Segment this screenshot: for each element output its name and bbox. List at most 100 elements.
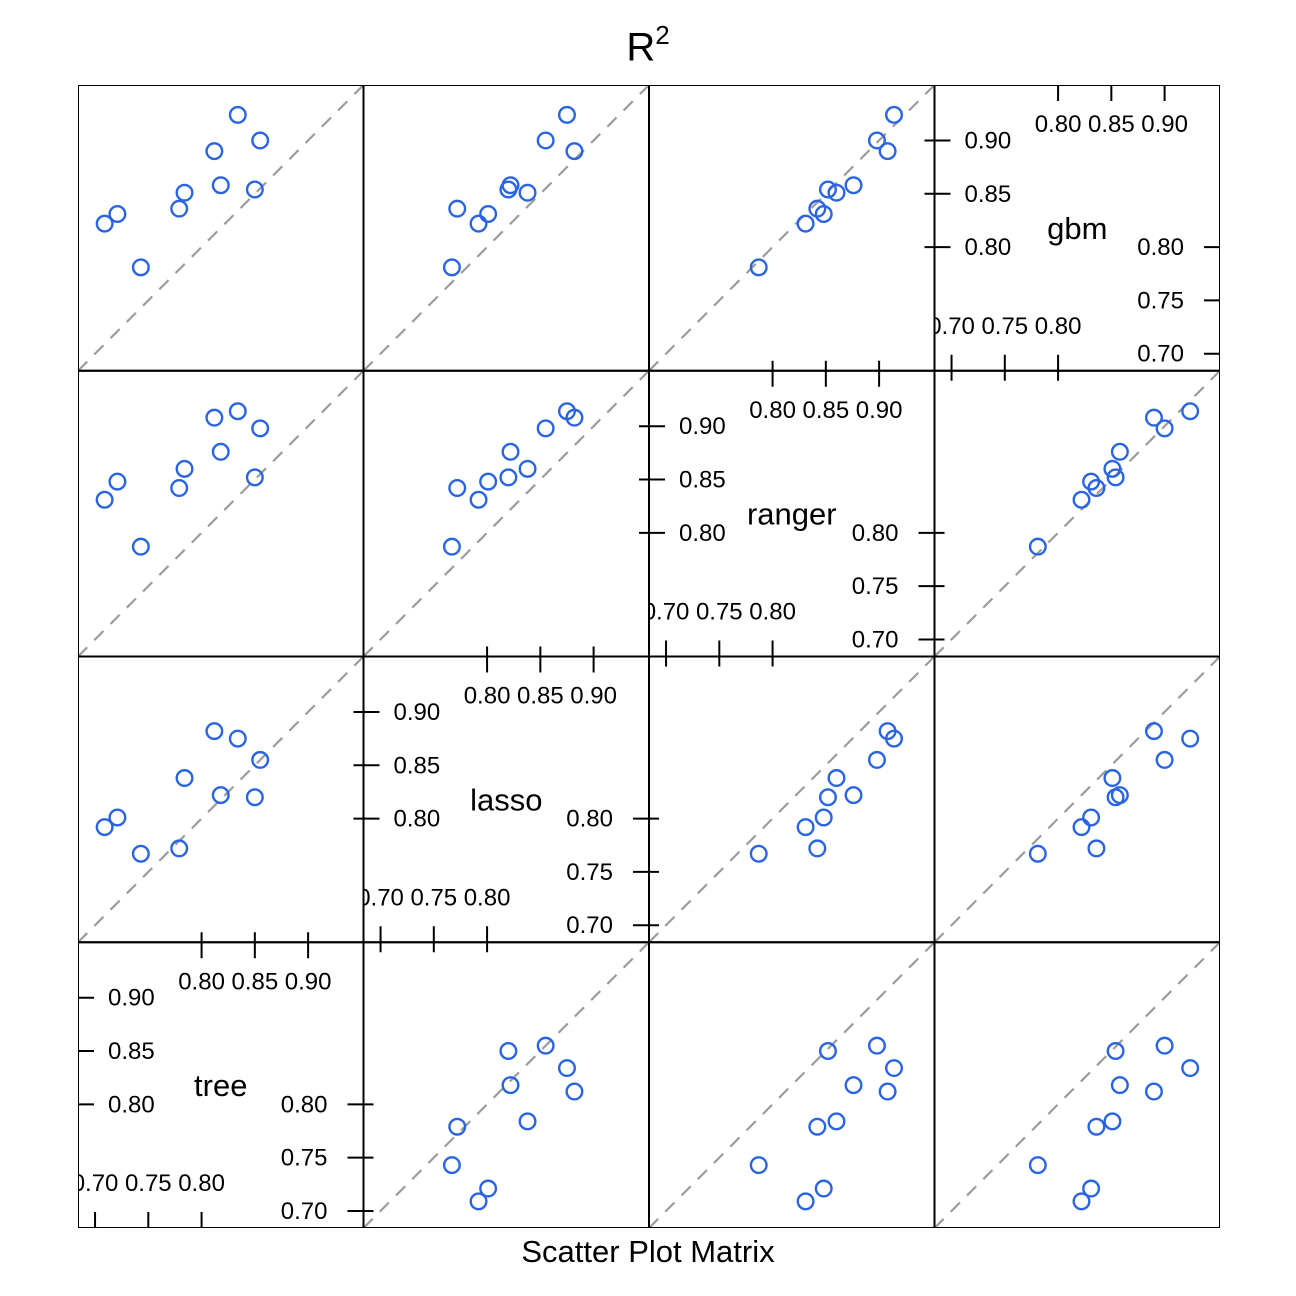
data-point — [228, 402, 247, 421]
axis-tick-label: 0.85 — [802, 397, 849, 424]
data-point — [885, 729, 904, 748]
data-point — [867, 750, 886, 769]
diagonal-axis-labels: 0.80 0.85 0.900.70 0.75 0.800.900.850.80 0.80… — [78, 968, 331, 1225]
data-point — [499, 468, 518, 487]
panel-border — [648, 655, 936, 944]
data-point — [211, 176, 230, 195]
variable-name-label: ranger — [747, 497, 837, 532]
title-base: R — [626, 25, 656, 70]
data-point — [108, 205, 127, 224]
panel-lasso-vs-tree — [78, 655, 365, 944]
data-point — [1181, 729, 1200, 748]
axis-tick-label: 0.80 — [1035, 111, 1082, 138]
diagonal-axis-labels: 0.80 0.85 0.900.70 0.75 0.800.900.850.80 0.80… — [935, 111, 1188, 368]
data-point — [479, 205, 498, 224]
identity-reference-line — [362, 85, 650, 372]
axis-tick-label: 0.90 — [394, 699, 441, 726]
data-point — [1072, 490, 1091, 509]
data-point — [170, 479, 189, 498]
axis-tick-label: 0.70 — [1137, 341, 1184, 368]
axis-tick-label: 0.75 — [281, 1145, 328, 1172]
axis-tick-label: 0.80 — [1035, 313, 1082, 340]
data-point — [95, 490, 114, 509]
axis-tick-label: 0.85 — [231, 968, 278, 995]
data-point — [175, 183, 194, 202]
data-point — [818, 1042, 837, 1061]
diagonal-panel-ranger: 0.80 0.85 0.900.70 0.75 0.800.900.850.80 0.80… — [639, 360, 945, 667]
data-point — [131, 258, 150, 277]
data-point — [827, 1112, 846, 1131]
axis-tick-label: 0.80 — [178, 1170, 225, 1197]
data-point — [499, 1042, 518, 1061]
data-point — [1028, 1156, 1047, 1175]
axis-tick-label: 0.80 — [679, 520, 726, 547]
axis-tick-label: 0.85 — [108, 1038, 155, 1065]
data-point — [796, 1192, 815, 1211]
axis-tick-label: 0.80 — [749, 397, 796, 424]
data-point — [536, 419, 555, 438]
data-point — [108, 472, 127, 491]
data-point — [1082, 472, 1101, 491]
axis-tick-label: 0.85 — [394, 752, 441, 779]
panel-border — [648, 85, 936, 372]
axis-tick-label: 0.75 — [1137, 287, 1184, 314]
data-point — [844, 1076, 863, 1095]
data-point — [170, 839, 189, 858]
variable-name-label: lasso — [470, 782, 542, 817]
data-point — [536, 131, 555, 150]
axis-tick-label: 0.90 — [108, 985, 155, 1012]
data-point — [442, 537, 461, 556]
axis-tick-label: 0.80 — [852, 520, 899, 547]
data-point — [749, 1156, 768, 1175]
data-point — [131, 844, 150, 863]
data-point — [818, 788, 837, 807]
axis-tick-label: 0.80 — [1137, 234, 1184, 261]
data-point — [557, 105, 576, 124]
identity-reference-line — [933, 369, 1220, 658]
axis-tick-label: 0.80 — [566, 806, 613, 833]
data-point — [818, 180, 837, 199]
axis-tick-label: 0.85 — [517, 683, 564, 710]
diagonal-panel-tree: 0.80 0.85 0.900.70 0.75 0.800.900.850.80 0.80… — [78, 932, 374, 1228]
data-point — [518, 459, 537, 478]
data-point — [1087, 839, 1106, 858]
identity-reference-line — [78, 655, 365, 944]
diagonal-axis-labels: 0.80 0.85 0.900.70 0.75 0.800.900.850.80 0.80… — [357, 683, 617, 940]
data-point — [442, 1156, 461, 1175]
panel-gbm-vs-tree — [78, 85, 365, 372]
data-point — [827, 183, 846, 202]
data-point — [95, 214, 114, 233]
data-point — [749, 844, 768, 863]
axis-tick-label: 0.90 — [1141, 111, 1188, 138]
data-point — [205, 408, 224, 427]
data-point — [1110, 442, 1129, 461]
panel-ranger-vs-gbm — [933, 369, 1220, 658]
data-point — [1106, 468, 1125, 487]
data-point — [1028, 844, 1047, 863]
figure-caption: Scatter Plot Matrix — [521, 1234, 775, 1269]
data-point — [796, 818, 815, 837]
data-point — [501, 176, 520, 195]
data-point — [885, 105, 904, 124]
data-point — [108, 808, 127, 827]
data-point — [245, 180, 264, 199]
data-point — [1106, 1042, 1125, 1061]
axis-tick-label: 0.70 — [357, 884, 404, 911]
axis-tick-label: 0.90 — [856, 397, 903, 424]
scatter-plot-matrix-canvas: 0.80 0.85 0.900.70 0.75 0.800.900.850.80 0.80… — [78, 85, 1220, 1228]
data-point — [844, 176, 863, 195]
axis-tick-label: 0.70 — [566, 912, 613, 939]
data-point — [228, 729, 247, 748]
axis-tick-label: 0.75 — [696, 599, 743, 626]
axis-tick-label: 0.85 — [965, 181, 1012, 208]
panel-border — [362, 369, 650, 658]
data-point — [1082, 808, 1101, 827]
data-point — [1087, 1117, 1106, 1136]
data-point — [469, 1192, 488, 1211]
data-point — [808, 1117, 827, 1136]
data-point — [796, 214, 815, 233]
data-point — [808, 839, 827, 858]
data-point — [536, 1036, 555, 1055]
axis-tick-label: 0.70 — [78, 1170, 118, 1197]
identity-reference-line — [362, 941, 650, 1228]
